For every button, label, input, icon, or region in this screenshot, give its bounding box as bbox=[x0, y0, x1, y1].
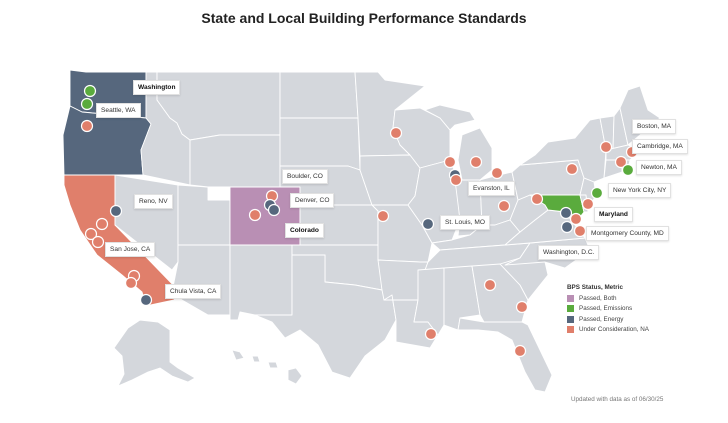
updated-note: Updated with data as of 06/30/25 bbox=[571, 396, 664, 403]
legend-swatch bbox=[567, 315, 574, 323]
marker-ca-bay-1[interactable] bbox=[95, 217, 109, 231]
label-newton: Newton, MA bbox=[636, 160, 682, 175]
marker-maryland-state[interactable] bbox=[559, 206, 573, 220]
state-north-dakota[interactable] bbox=[279, 71, 359, 119]
marker-seattle[interactable] bbox=[80, 97, 94, 111]
label-seattle: Seattle, WA bbox=[96, 103, 141, 118]
legend-swatch bbox=[567, 326, 574, 334]
legend-item-under-consideration[interactable]: Under Consideration, NA bbox=[567, 325, 649, 336]
label-cambridge: Cambridge, MA bbox=[632, 139, 688, 154]
legend-label: Under Consideration, NA bbox=[579, 326, 650, 334]
legend-item-passed-energy[interactable]: Passed, Energy bbox=[567, 314, 649, 325]
marker-cambridge[interactable] bbox=[614, 155, 628, 169]
marker-oh-city[interactable] bbox=[497, 199, 511, 213]
marker-mi-city-2[interactable] bbox=[490, 166, 504, 180]
label-nyc: New York City, NY bbox=[608, 183, 672, 198]
legend-item-passed-emissions[interactable]: Passed, Emissions bbox=[567, 304, 649, 315]
marker-ca-bay-2[interactable] bbox=[84, 227, 98, 241]
marker-pittsburgh[interactable] bbox=[530, 192, 544, 206]
marker-new-orleans[interactable] bbox=[424, 327, 438, 341]
marker-colorado-state[interactable] bbox=[248, 208, 262, 222]
marker-orlando[interactable] bbox=[513, 344, 527, 358]
marker-ga-city[interactable] bbox=[515, 300, 529, 314]
marker-denver-2[interactable] bbox=[267, 203, 281, 217]
marker-montgomery-county[interactable] bbox=[569, 212, 583, 226]
label-evanston: Evanston, IL bbox=[468, 181, 515, 196]
marker-washington-state[interactable] bbox=[83, 84, 97, 98]
label-montgomery-county: Montgomery County, MD bbox=[586, 226, 669, 241]
label-boulder: Boulder, CO bbox=[282, 169, 328, 184]
marker-mi-city-1[interactable] bbox=[469, 155, 483, 169]
state-maine[interactable] bbox=[619, 85, 661, 146]
marker-va-city[interactable] bbox=[573, 224, 587, 238]
state-wyoming[interactable] bbox=[189, 134, 281, 188]
legend-swatch bbox=[567, 294, 574, 302]
map-title: State and Local Building Performance Sta… bbox=[201, 10, 527, 26]
state-florida[interactable] bbox=[457, 317, 553, 393]
label-washington: Washington bbox=[133, 80, 181, 95]
state-south-dakota[interactable] bbox=[279, 117, 361, 171]
label-denver: Denver, CO bbox=[290, 193, 335, 208]
marker-newton[interactable] bbox=[621, 163, 635, 177]
legend-label: Passed, Energy bbox=[579, 315, 624, 323]
state-new-mexico[interactable] bbox=[229, 244, 293, 321]
state-iowa[interactable] bbox=[359, 154, 421, 206]
marker-oregon-city[interactable] bbox=[80, 119, 94, 133]
label-st-louis: St. Louis, MO bbox=[440, 215, 490, 230]
legend-title: BPS Status, Metric bbox=[567, 284, 623, 291]
state-texas[interactable] bbox=[254, 254, 397, 379]
marker-ny-upstate[interactable] bbox=[565, 162, 579, 176]
state-hawaii[interactable] bbox=[231, 349, 303, 385]
label-washington-dc: Washington, D.C. bbox=[538, 245, 600, 260]
legend-label: Passed, Emissions bbox=[579, 305, 633, 313]
marker-chula-vista[interactable] bbox=[139, 293, 153, 307]
state-utah[interactable] bbox=[177, 184, 231, 246]
marker-ct-city[interactable] bbox=[599, 140, 613, 154]
marker-atlanta[interactable] bbox=[483, 278, 497, 292]
state-arizona[interactable] bbox=[171, 244, 231, 316]
marker-minneapolis[interactable] bbox=[389, 126, 403, 140]
label-boston: Boston, MA bbox=[632, 119, 677, 134]
state-alaska[interactable] bbox=[113, 319, 196, 387]
legend-swatch bbox=[567, 305, 574, 313]
marker-reno[interactable] bbox=[109, 204, 123, 218]
legend: BPS Status, Metric Passed, Both Passed, … bbox=[567, 284, 649, 335]
legend-label: Passed, Both bbox=[579, 294, 617, 302]
label-reno: Reno, NV bbox=[134, 194, 173, 209]
label-maryland: Maryland bbox=[594, 207, 633, 222]
marker-evanston[interactable] bbox=[449, 173, 463, 187]
marker-kansas-city[interactable] bbox=[376, 209, 390, 223]
marker-ca-la-2[interactable] bbox=[124, 276, 138, 290]
marker-washington-dc[interactable] bbox=[560, 220, 574, 234]
marker-wi-city[interactable] bbox=[443, 155, 457, 169]
marker-san-jose[interactable] bbox=[91, 235, 105, 249]
label-san-jose: San Jose, CA bbox=[105, 242, 156, 257]
legend-item-passed-both[interactable]: Passed, Both bbox=[567, 293, 649, 304]
label-chula-vista: Chula Vista, CA bbox=[165, 284, 222, 299]
label-colorado: Colorado bbox=[285, 223, 324, 238]
marker-philadelphia[interactable] bbox=[581, 197, 595, 211]
marker-nyc[interactable] bbox=[590, 186, 604, 200]
marker-st-louis[interactable] bbox=[421, 217, 435, 231]
